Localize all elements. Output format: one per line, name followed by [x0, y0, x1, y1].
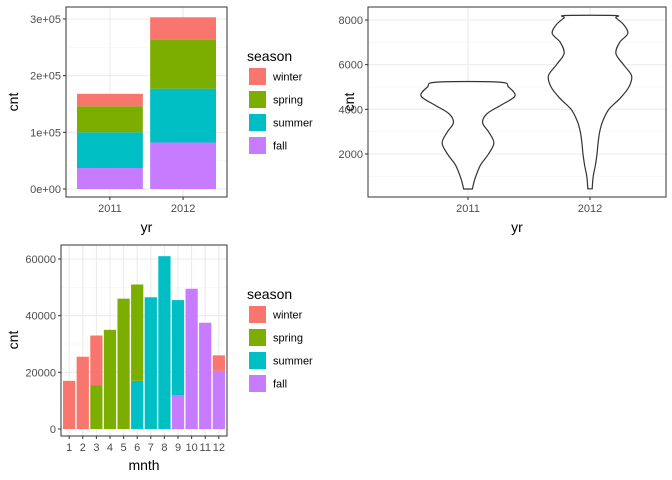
y-axis-ticks: 0 20000 40000 60000 — [25, 254, 61, 436]
bar-summer-month-8 — [158, 256, 171, 429]
y-tick-label: 2e+05 — [30, 71, 61, 83]
x-axis-ticks: 2011 2012 — [456, 197, 602, 215]
x-axis-title: yr — [511, 219, 523, 235]
legend-title: season — [247, 286, 292, 302]
panel-border — [65, 6, 228, 198]
y-tick-label: 60000 — [25, 254, 56, 266]
legend-label-summer: summer — [273, 118, 313, 130]
x-tick-label: 12 — [213, 442, 225, 454]
violin-2011 — [420, 80, 516, 190]
legend-label-spring: spring — [273, 95, 303, 107]
bar-summer-month-7 — [144, 297, 157, 429]
y-tick-label: 6000 — [339, 60, 363, 72]
x-axis-ticks: 1 2 3 4 5 6 7 8 9 10 11 12 — [66, 436, 225, 454]
bar-fall-month-11 — [199, 322, 212, 429]
y-tick-label: 0e+00 — [30, 184, 61, 196]
bar-summer-month-9 — [171, 300, 185, 395]
x-tick-label: 1 — [66, 442, 72, 454]
bar-winter-2012 — [150, 17, 217, 40]
y-tick-label: 8000 — [339, 15, 363, 27]
y-axis-ticks: 2000 4000 6000 8000 — [339, 15, 368, 161]
legend-label-winter: winter — [272, 72, 303, 84]
legend-swatch-fall — [249, 137, 266, 154]
legend-swatch-summer — [249, 352, 266, 369]
x-tick-label: 2011 — [98, 203, 122, 215]
bar-fall-2011 — [76, 168, 143, 189]
legend-swatch-winter — [249, 306, 266, 323]
legend-label-winter: winter — [272, 310, 303, 322]
legend-label-fall: fall — [273, 141, 287, 153]
legend-label-spring: spring — [273, 333, 303, 345]
bars — [63, 256, 225, 429]
bar-winter-month-2 — [76, 356, 89, 429]
x-tick-label: 4 — [107, 442, 113, 454]
x-tick-label: 2 — [80, 442, 86, 454]
x-tick-label: 7 — [148, 442, 154, 454]
x-axis-ticks: 2011 2012 — [98, 197, 195, 215]
legend-swatch-winter — [249, 68, 266, 85]
bar-spring-month-6 — [131, 284, 144, 381]
panel-border — [60, 244, 228, 437]
violin-chart-yr: 2000 4000 6000 8000 2011 2012 yr cnt — [339, 6, 667, 235]
y-tick-label: 0 — [50, 424, 56, 436]
bar-winter-month-3 — [90, 335, 103, 386]
bar-winter-month-12 — [212, 355, 225, 371]
y-axis-title: cnt — [341, 93, 357, 112]
x-tick-label: 2011 — [456, 203, 480, 215]
bar-summer-2012 — [150, 88, 217, 143]
legend-title: season — [247, 48, 292, 64]
legend-swatch-summer — [249, 114, 266, 131]
bar-fall-month-10 — [185, 288, 198, 429]
y-tick-label: 1e+05 — [30, 127, 61, 139]
legend-swatch-fall — [249, 375, 266, 392]
y-axis-title: cnt — [5, 331, 21, 350]
violins — [420, 14, 633, 190]
x-tick-label: 6 — [134, 442, 140, 454]
bar-fall-month-9 — [171, 395, 185, 429]
violin-2012 — [547, 14, 633, 190]
bar-spring-2011 — [76, 106, 143, 133]
bar-fall-month-12 — [212, 370, 225, 429]
stacked-bar-chart-yr: 0e+00 1e+05 2e+05 3e+05 2011 2012 yr cnt sea… — [5, 6, 313, 235]
bar-fall-2012 — [150, 142, 217, 189]
bar-spring-month-5 — [117, 298, 130, 429]
x-tick-label: 5 — [121, 442, 127, 454]
x-tick-label: 9 — [175, 442, 181, 454]
bar-winter-2011 — [76, 93, 143, 107]
x-axis-title: yr — [141, 219, 153, 235]
bar-spring-month-3 — [90, 385, 103, 429]
bars — [76, 17, 217, 189]
y-tick-label: 20000 — [25, 367, 56, 379]
panel-border — [367, 6, 667, 198]
legend-label-fall: fall — [273, 379, 287, 391]
x-tick-label: 8 — [161, 442, 167, 454]
x-tick-label: 2012 — [171, 203, 195, 215]
y-tick-label: 2000 — [339, 149, 363, 161]
legend: season winter spring summer fall — [247, 286, 313, 392]
x-tick-label: 3 — [93, 442, 99, 454]
bar-spring-month-4 — [103, 329, 117, 429]
legend: season winter spring summer fall — [247, 48, 313, 154]
y-tick-label: 3e+05 — [30, 14, 61, 26]
legend-label-summer: summer — [273, 356, 313, 368]
x-axis-title: mnth — [128, 457, 159, 473]
bar-summer-2011 — [76, 132, 143, 169]
y-axis-ticks: 0e+00 1e+05 2e+05 3e+05 — [30, 14, 66, 196]
bar-summer-month-6 — [131, 380, 144, 429]
x-tick-label: 11 — [200, 442, 211, 454]
bar-spring-2012 — [150, 39, 217, 89]
x-tick-label: 10 — [185, 442, 197, 454]
legend-swatch-spring — [249, 91, 266, 108]
x-tick-label: 2012 — [578, 203, 602, 215]
y-tick-label: 4000 — [339, 104, 363, 116]
y-axis-title: cnt — [5, 93, 21, 112]
legend-swatch-spring — [249, 329, 266, 346]
y-tick-label: 40000 — [25, 311, 56, 323]
bar-winter-month-1 — [63, 380, 76, 429]
